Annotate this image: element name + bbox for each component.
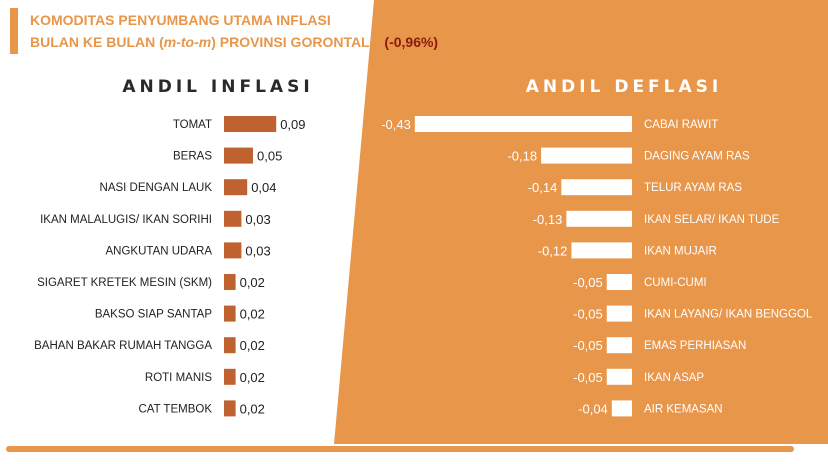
header-accent-bar [10,8,18,54]
inflation-category-label: BERAS [173,151,212,163]
deflation-category-label: DAGING AYAM RAS [644,151,750,163]
deflation-category-label: CABAI RAWIT [644,119,718,131]
inflation-bar [224,210,242,227]
inflation-value-label: 0,03 [245,212,270,227]
deflation-bar [541,147,632,164]
deflation-category-label: IKAN LAYANG/ IKAN BENGGOL [644,309,813,321]
deflation-bar [606,305,632,322]
inflation-value-label: 0,04 [251,180,276,195]
inflation-bar [224,274,236,290]
bottom-accent-bar [6,446,794,452]
deflation-category-label: IKAN MUJAIR [644,245,717,257]
deflation-value-label: -0,05 [573,338,603,353]
deflation-category-label: CUMI-CUMI [644,277,707,289]
deflation-bar [606,337,632,354]
inflation-category-label: NASI DENGAN LAUK [100,182,213,194]
inflation-bar [224,147,253,164]
deflation-category-label: IKAN ASAP [644,372,704,384]
deflation-bar [566,210,632,227]
deflation-category-label: AIR KEMASAN [644,403,723,415]
inflation-bar [224,242,242,259]
inflation-bar [224,116,277,132]
deflation-value-label: -0,05 [573,307,603,322]
deflation-bars: -0,43 CABAI RAWIT -0,18 DAGING AYAM RAS -0,1… [381,116,813,417]
header-total-value: (-0,96%) [384,34,438,50]
header-line2-prefix: BULAN KE BULAN ( [30,34,164,50]
deflation-bar [606,368,632,385]
deflation-value-label: -0,18 [507,149,537,164]
deflation-bar [414,116,632,132]
inflation-category-label: IKAN MALALUGIS/ IKAN SORIHI [40,214,212,226]
deflation-value-label: -0,12 [538,243,568,258]
inflation-value-label: 0,02 [240,307,265,322]
deflation-bar [571,242,632,259]
inflation-bar [224,305,236,322]
inflation-category-label: CAT TEMBOK [139,403,213,415]
deflation-bar [606,274,632,290]
deflation-value-label: -0,04 [578,401,608,416]
inflation-value-label: 0,02 [240,275,265,290]
deflation-value-label: -0,43 [381,117,411,132]
left-panel-background [0,0,384,452]
inflation-value-label: 0,09 [280,117,305,132]
inflation-category-label: BAHAN BAKAR RUMAH TANGGA [34,340,212,352]
inflation-bar [224,400,236,417]
inflation-value-label: 0,03 [245,243,270,258]
deflation-value-label: -0,05 [573,275,603,290]
deflation-category-label: EMAS PERHIASAN [644,340,746,352]
deflation-bar [611,400,632,417]
inflation-bar [224,368,236,385]
inflation-category-label: ROTI MANIS [145,372,212,384]
header-title-line1: KOMODITAS PENYUMBANG UTAMA INFLASI [30,12,331,28]
header-line2-suffix: ) PROVINSI GORONTALO [211,34,384,50]
inflation-bars: TOMAT 0,09 BERAS 0,05 NASI DENGAN LAUK 0,04 IK… [34,116,306,417]
deflation-category-label: IKAN SELAR/ IKAN TUDE [644,214,780,226]
deflation-value-label: -0,14 [528,180,558,195]
inflation-value-label: 0,02 [240,338,265,353]
inflation-chart-title: ANDIL INFLASI [122,77,313,97]
deflation-value-label: -0,05 [573,370,603,385]
header-line2-italic: m-to-m [164,34,211,50]
deflation-category-label: TELUR AYAM RAS [644,182,742,194]
header-title-line2: BULAN KE BULAN (m-to-m) PROVINSI GORONTA… [30,34,438,50]
inflation-value-label: 0,02 [240,401,265,416]
inflation-category-label: BAKSO SIAP SANTAP [95,309,213,321]
deflation-bar [561,179,632,196]
inflation-bar [224,337,236,354]
inflation-category-label: ANGKUTAN UDARA [106,245,213,257]
inflation-bar [224,179,248,196]
deflation-value-label: -0,13 [533,212,563,227]
inflation-category-label: SIGARET KRETEK MESIN (SKM) [37,277,212,289]
inflation-category-label: TOMAT [173,119,212,131]
inflation-value-label: 0,02 [240,370,265,385]
inflation-value-label: 0,05 [257,149,282,164]
deflation-chart-title: ANDIL DEFLASI [526,77,722,97]
